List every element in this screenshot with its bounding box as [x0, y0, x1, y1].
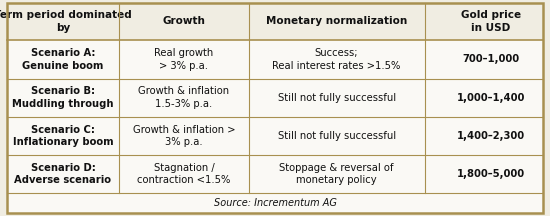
Text: Growth: Growth	[163, 16, 205, 27]
Text: Scenario A:
Genuine boom: Scenario A: Genuine boom	[23, 48, 103, 71]
Bar	[7, 3, 543, 40]
Text: Scenario C:
Inflationary boom: Scenario C: Inflationary boom	[13, 124, 113, 147]
Text: Stagnation /
contraction <1.5%: Stagnation / contraction <1.5%	[138, 163, 230, 185]
Text: 700–1,000: 700–1,000	[462, 54, 519, 64]
Text: Gold price
in USD: Gold price in USD	[460, 10, 521, 33]
Text: 1,000–1,400: 1,000–1,400	[456, 93, 525, 103]
Text: Success;
Real interest rates >1.5%: Success; Real interest rates >1.5%	[272, 48, 401, 71]
Text: Growth & inflation >
3% p.a.: Growth & inflation > 3% p.a.	[133, 124, 235, 147]
Text: Still not fully successful: Still not fully successful	[278, 131, 395, 141]
Text: Still not fully successful: Still not fully successful	[278, 93, 395, 103]
Text: Scenario D:
Adverse scenario: Scenario D: Adverse scenario	[14, 163, 112, 185]
Text: Growth & inflation
1.5-3% p.a.: Growth & inflation 1.5-3% p.a.	[139, 86, 229, 109]
Text: Stoppage & reversal of
monetary policy: Stoppage & reversal of monetary policy	[279, 163, 394, 185]
Text: Real growth
> 3% p.a.: Real growth > 3% p.a.	[155, 48, 213, 71]
Text: Monetary normalization: Monetary normalization	[266, 16, 407, 27]
Text: 1,400–2,300: 1,400–2,300	[456, 131, 525, 141]
Text: Scenario B:
Muddling through: Scenario B: Muddling through	[12, 86, 114, 109]
Text: Term period dominated
by: Term period dominated by	[0, 10, 132, 33]
Text: Source: Incrementum AG: Source: Incrementum AG	[213, 198, 337, 208]
Bar	[7, 193, 543, 213]
Text: 1,800–5,000: 1,800–5,000	[456, 169, 525, 179]
